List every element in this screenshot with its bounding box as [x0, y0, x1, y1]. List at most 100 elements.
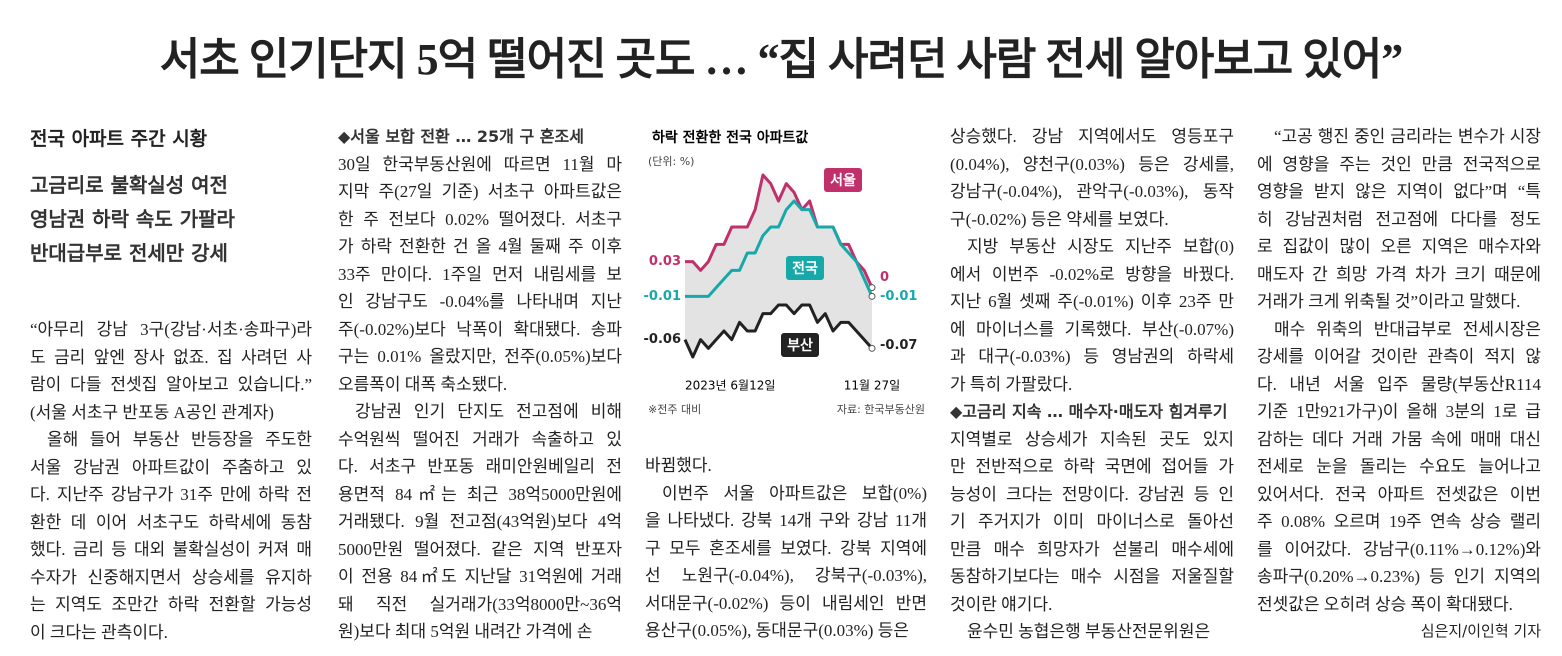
text-line: 주 0.08% 오르며 19주 연속 상승 랠리 [1257, 512, 1541, 531]
text-line: 한 주 전보다 0.02% 떨어졌다. 서초구 [338, 209, 622, 229]
chart-note: ※전주 대비 [648, 403, 701, 416]
text-line: 30일 한국부동산원에 따르면 11월 마 [338, 154, 622, 174]
x-tick-label: 11월 27일 [844, 379, 900, 393]
start-label: 0.03 [649, 254, 681, 269]
text-line: 가 하락 전환한 건 올 4월 둘째 주 이후 [338, 237, 622, 256]
end-label: 0 [880, 270, 889, 285]
text-line: (서울 서초구 반포동 A공인 관계자) [30, 402, 274, 422]
text-line: 이번주 서울 아파트값은 보합(0%) [662, 483, 927, 503]
text-line: 기 주거지가 이미 마이너스로 돌아선 [950, 512, 1234, 531]
text-line: 에서 이번주 -0.02%로 방향을 바꿨다. [950, 264, 1234, 284]
text-line: 돼 직전 실거래가(33억8000만~36억 [338, 594, 622, 614]
series-name: 전국 [792, 260, 818, 277]
text-line: 지방 부동산 시장도 지난주 보합(0) [967, 237, 1234, 256]
text-line: 33주 만이다. 1주일 먼저 내림세를 보 [338, 264, 622, 284]
text-line: 만 전반적으로 하락 국면에 접어들 가 [950, 457, 1234, 476]
end-label: -0.01 [880, 289, 917, 304]
text-line: 선 노원구(-0.04%), 강북구(-0.03%), [645, 566, 927, 585]
text-line: 이 전용 84㎡도 지난달 31억원에 거래 [338, 567, 622, 586]
text-line: 있어서다. 전국 아파트 전셋값은 이번 [1257, 484, 1541, 504]
text-line: 도 금리 앞엔 장사 없죠. 집 사려던 사 [30, 347, 312, 367]
text-line: 원)보다 최대 5억원 내려간 가격에 손 [338, 622, 593, 641]
band-shading [685, 175, 872, 357]
text-line: 지역별로 상승세가 지속된 곳도 있지 [950, 429, 1234, 449]
text-line: 을 나타냈다. 강북 14개 구와 강남 11개 [645, 511, 927, 530]
unit-note: (단위: %) [648, 155, 694, 168]
text-line: 매수 위축의 반대급부로 전세시장은 [1274, 319, 1541, 339]
text-line: 매도자 간 희망 가격 차가 크기 때문에 [1257, 264, 1541, 284]
text-line: 를 이어갔다. 강남구(0.11%→0.12%)와 [1257, 539, 1541, 559]
text-line: “고공 행진 중인 금리라는 변수가 시장 [1274, 127, 1541, 146]
series-line [685, 199, 874, 298]
series-name: 부산 [787, 337, 813, 354]
text-line: 지난 6월 셋째 주(-0.01%) 이후 23주 만 [950, 292, 1234, 311]
text-line: 인 강남구도 -0.04%를 나타내며 지난 [338, 292, 622, 311]
chart-title: 하락 전환한 전국 아파트값 [652, 129, 808, 146]
subhead: ◆고금리 지속 … 매수자·매도자 힘겨루기 [950, 402, 1228, 421]
text-line: 다. 지난주 강남구가 31주 만에 하락 전 [30, 485, 312, 504]
text-line: 에 마이너스를 기록했다. 부산(-0.07%) [950, 319, 1234, 339]
text-line: 다. 내년 서울 입주 물량(부동산R114 [1257, 374, 1541, 394]
text-column: 상승했다. 강남 지역에서도 영등포구 (0.04%), 양천구(0.03%) 등… [950, 123, 1234, 646]
text-line: 강남구(-0.04%), 관악구(-0.03%), 동작 [950, 182, 1234, 201]
text-line: 전세로 눈을 돌리는 수요도 늘어나고 [1257, 457, 1541, 476]
text-line: 올해 들어 부동산 반등장을 주도한 [47, 430, 312, 449]
text-line: 에 영향을 주는 것인 만큼 전국적으로 [1257, 154, 1541, 174]
text-line: 만큼 매수 희망자가 섣불리 매수세에 [950, 539, 1234, 559]
text-line: 바뀜했다. [645, 456, 712, 475]
text-line: 오름폭이 대폭 축소됐다. [338, 374, 508, 394]
series-tag [824, 168, 862, 192]
text-line: 강남권 인기 단지도 전고점에 비해 [355, 402, 622, 421]
text-line: 서대문구(-0.02%) 등이 내림세인 반면 [645, 593, 927, 613]
subhead: ◆서울 보합 전환 … 25개 구 혼조세 [338, 127, 584, 146]
text-line: 영향을 받지 않은 지역이 없다”며 “특 [1257, 182, 1541, 201]
text-line: 주(-0.02%)보다 낙폭이 확대됐다. 송파 [338, 319, 622, 339]
text-line: 수자가 신중해지면서 상승세를 유지하 [30, 567, 312, 587]
text-line: 용산구(0.05%), 동대문구(0.03%) 등은 [645, 621, 909, 640]
text-line: 과 대구(-0.03%) 등 영남권의 하락세 [950, 347, 1234, 366]
start-label: -0.01 [644, 289, 681, 304]
text-line: 상승했다. 강남 지역에서도 영등포구 [950, 127, 1234, 146]
text-line: 구는 0.01% 올랐지만, 전주(0.05%)보다 [338, 347, 622, 366]
text-line: 거래됐다. 9월 전고점(43억원)보다 4억 [338, 512, 622, 531]
text-line: 능성이 크다는 전망이다. 강남권 등 인 [950, 484, 1234, 504]
text-line: 서울 강남권 아파트값이 주춤하고 있 [30, 457, 312, 477]
end-label: -0.07 [880, 338, 917, 353]
x-tick-label: 2023년 6월12일 [685, 379, 775, 393]
summary-line: 고금리로 불확실성 여전 [30, 173, 228, 197]
text-line: 람이 다들 전셋집 알아보고 있습니다.” [30, 375, 312, 394]
start-label: -0.06 [644, 332, 681, 347]
series-line [683, 303, 874, 359]
text-line: 구(-0.02%) 등은 약세를 보였다. [950, 209, 1169, 229]
end-point [868, 344, 876, 352]
headline: 서초 인기단지 5억 떨어진 곳도 … “집 사려던 사람 전세 알아보고 있어… [159, 35, 1403, 84]
text-line: 다. 서초구 반포동 래미안원베일리 전 [338, 457, 622, 476]
text-line: 감하는 데다 거래 가뭄 속에 매매 대신 [1257, 429, 1541, 449]
text-line: 했다. 금리 등 대외 불확실성이 커져 매 [30, 540, 312, 559]
series-name: 서울 [830, 172, 856, 189]
text-line: 가 특히 가팔랐다. [950, 374, 1073, 394]
chart: 하락 전환한 전국 아파트값 (단위: %) ※전주 대비 자료: 한국부동산원… [644, 129, 925, 416]
text-line: 전셋값은 오히려 상승 폭이 확대됐다. [1257, 594, 1513, 614]
text-line: “아무리 강남 3구(강남·서초·송파구)라 [30, 320, 312, 339]
text-line: 이 크다는 관측이다. [30, 622, 168, 642]
text-column: ◆서울 보합 전환 … 25개 구 혼조세 30일 한국부동산원에 따르면 11월… [338, 123, 622, 646]
text-line: 환한 데 이어 서초구도 하락세에 동참 [30, 512, 312, 532]
text-line: 것이란 얘기다. [950, 594, 1053, 614]
text-column: 바뀜했다. 이번주 서울 아파트값은 보합(0%) 을 나타냈다. 강북 14개 구… [645, 452, 927, 645]
text-line: 구 모두 혼조세를 보였다. 강북 지역에 [645, 538, 927, 558]
summary-line: 영남권 하락 속도 가팔라 [30, 207, 235, 231]
byline: 심은지/이인혁 기자 [1420, 622, 1541, 640]
text-line: 송파구(0.20%→0.23%) 등 인기 지역의 [1257, 567, 1541, 586]
text-line: 로 집값이 많이 오른 지역은 매수자와 [1257, 237, 1541, 256]
end-point [868, 292, 876, 300]
text-line: 강세를 이어갈 것이란 관측이 적지 않 [1257, 347, 1541, 366]
text-line: 히 강남권처럼 전고점에 다다를 정도 [1257, 209, 1541, 229]
summary: 전국 아파트 주간 시황 고금리로 불확실성 여전 영남권 하락 속도 가팔라 반대… [30, 122, 315, 270]
text-line: 윤수민 농협은행 부동산전문위원은 [967, 622, 1211, 641]
text-line: 동참하기보다는 매수 시점을 저울질할 [950, 567, 1234, 586]
text-line: 지막 주(27일 기준) 서초구 아파트값은 [338, 182, 622, 201]
